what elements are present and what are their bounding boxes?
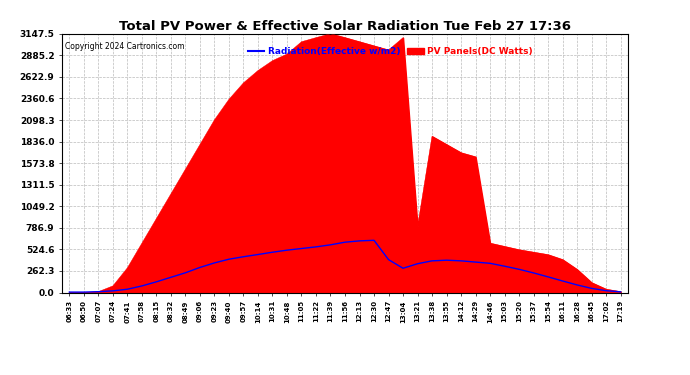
Title: Total PV Power & Effective Solar Radiation Tue Feb 27 17:36: Total PV Power & Effective Solar Radiati… [119, 20, 571, 33]
Text: Copyright 2024 Cartronics.com: Copyright 2024 Cartronics.com [65, 42, 184, 51]
Legend: Radiation(Effective w/m2), PV Panels(DC Watts): Radiation(Effective w/m2), PV Panels(DC … [244, 44, 536, 60]
